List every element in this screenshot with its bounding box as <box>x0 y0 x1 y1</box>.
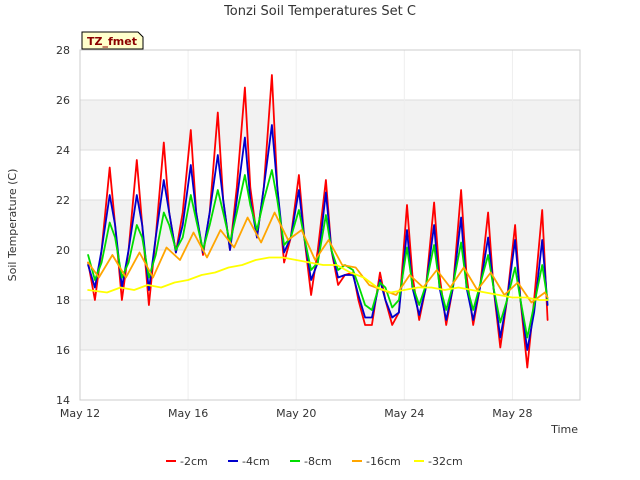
x-tick-label: May 20 <box>276 407 316 420</box>
series-line-16cm <box>87 211 549 304</box>
series-line-32cm <box>87 256 549 301</box>
x-tick-label: May 16 <box>168 407 208 420</box>
y-tick-label: 20 <box>56 244 70 257</box>
y-tick-label: 14 <box>56 394 70 407</box>
y-tick-label: 28 <box>56 44 70 57</box>
series-line-8cm <box>87 169 549 339</box>
legend-label: -4cm <box>242 455 270 468</box>
site-tag-label: TZ_fmet <box>87 35 137 48</box>
x-tick-label: May 24 <box>384 407 424 420</box>
x-axis-ticks: May 12 May 16 May 20 May 24 May 28 <box>60 407 533 420</box>
series-lines <box>87 74 549 369</box>
y-tick-label: 18 <box>56 294 70 307</box>
legend: -2cm -4cm -8cm -16cm -32cm <box>166 455 463 468</box>
x-tick-label: May 28 <box>492 407 532 420</box>
y-tick-label: 26 <box>56 94 70 107</box>
x-tick-label: May 12 <box>60 407 100 420</box>
y-axis-ticks: 14 16 18 20 22 24 26 28 <box>56 44 70 407</box>
chart-title: Tonzi Soil Temperatures Set C <box>223 4 416 19</box>
y-axis-label: Soil Temperature (C) <box>6 169 19 282</box>
site-tag-box <box>81 31 144 50</box>
legend-label: -16cm <box>366 455 401 468</box>
plot-band <box>80 100 580 150</box>
legend-label: -32cm <box>428 455 463 468</box>
plot-frame <box>79 49 581 401</box>
x-axis-label: Time <box>550 423 578 436</box>
legend-label: -8cm <box>304 455 332 468</box>
site-tag-badge: TZ_fmet <box>81 31 144 50</box>
y-tick-label: 24 <box>56 144 70 157</box>
legend-label: -2cm <box>180 455 208 468</box>
y-tick-label: 22 <box>56 194 70 207</box>
y-tick-label: 16 <box>56 344 70 357</box>
